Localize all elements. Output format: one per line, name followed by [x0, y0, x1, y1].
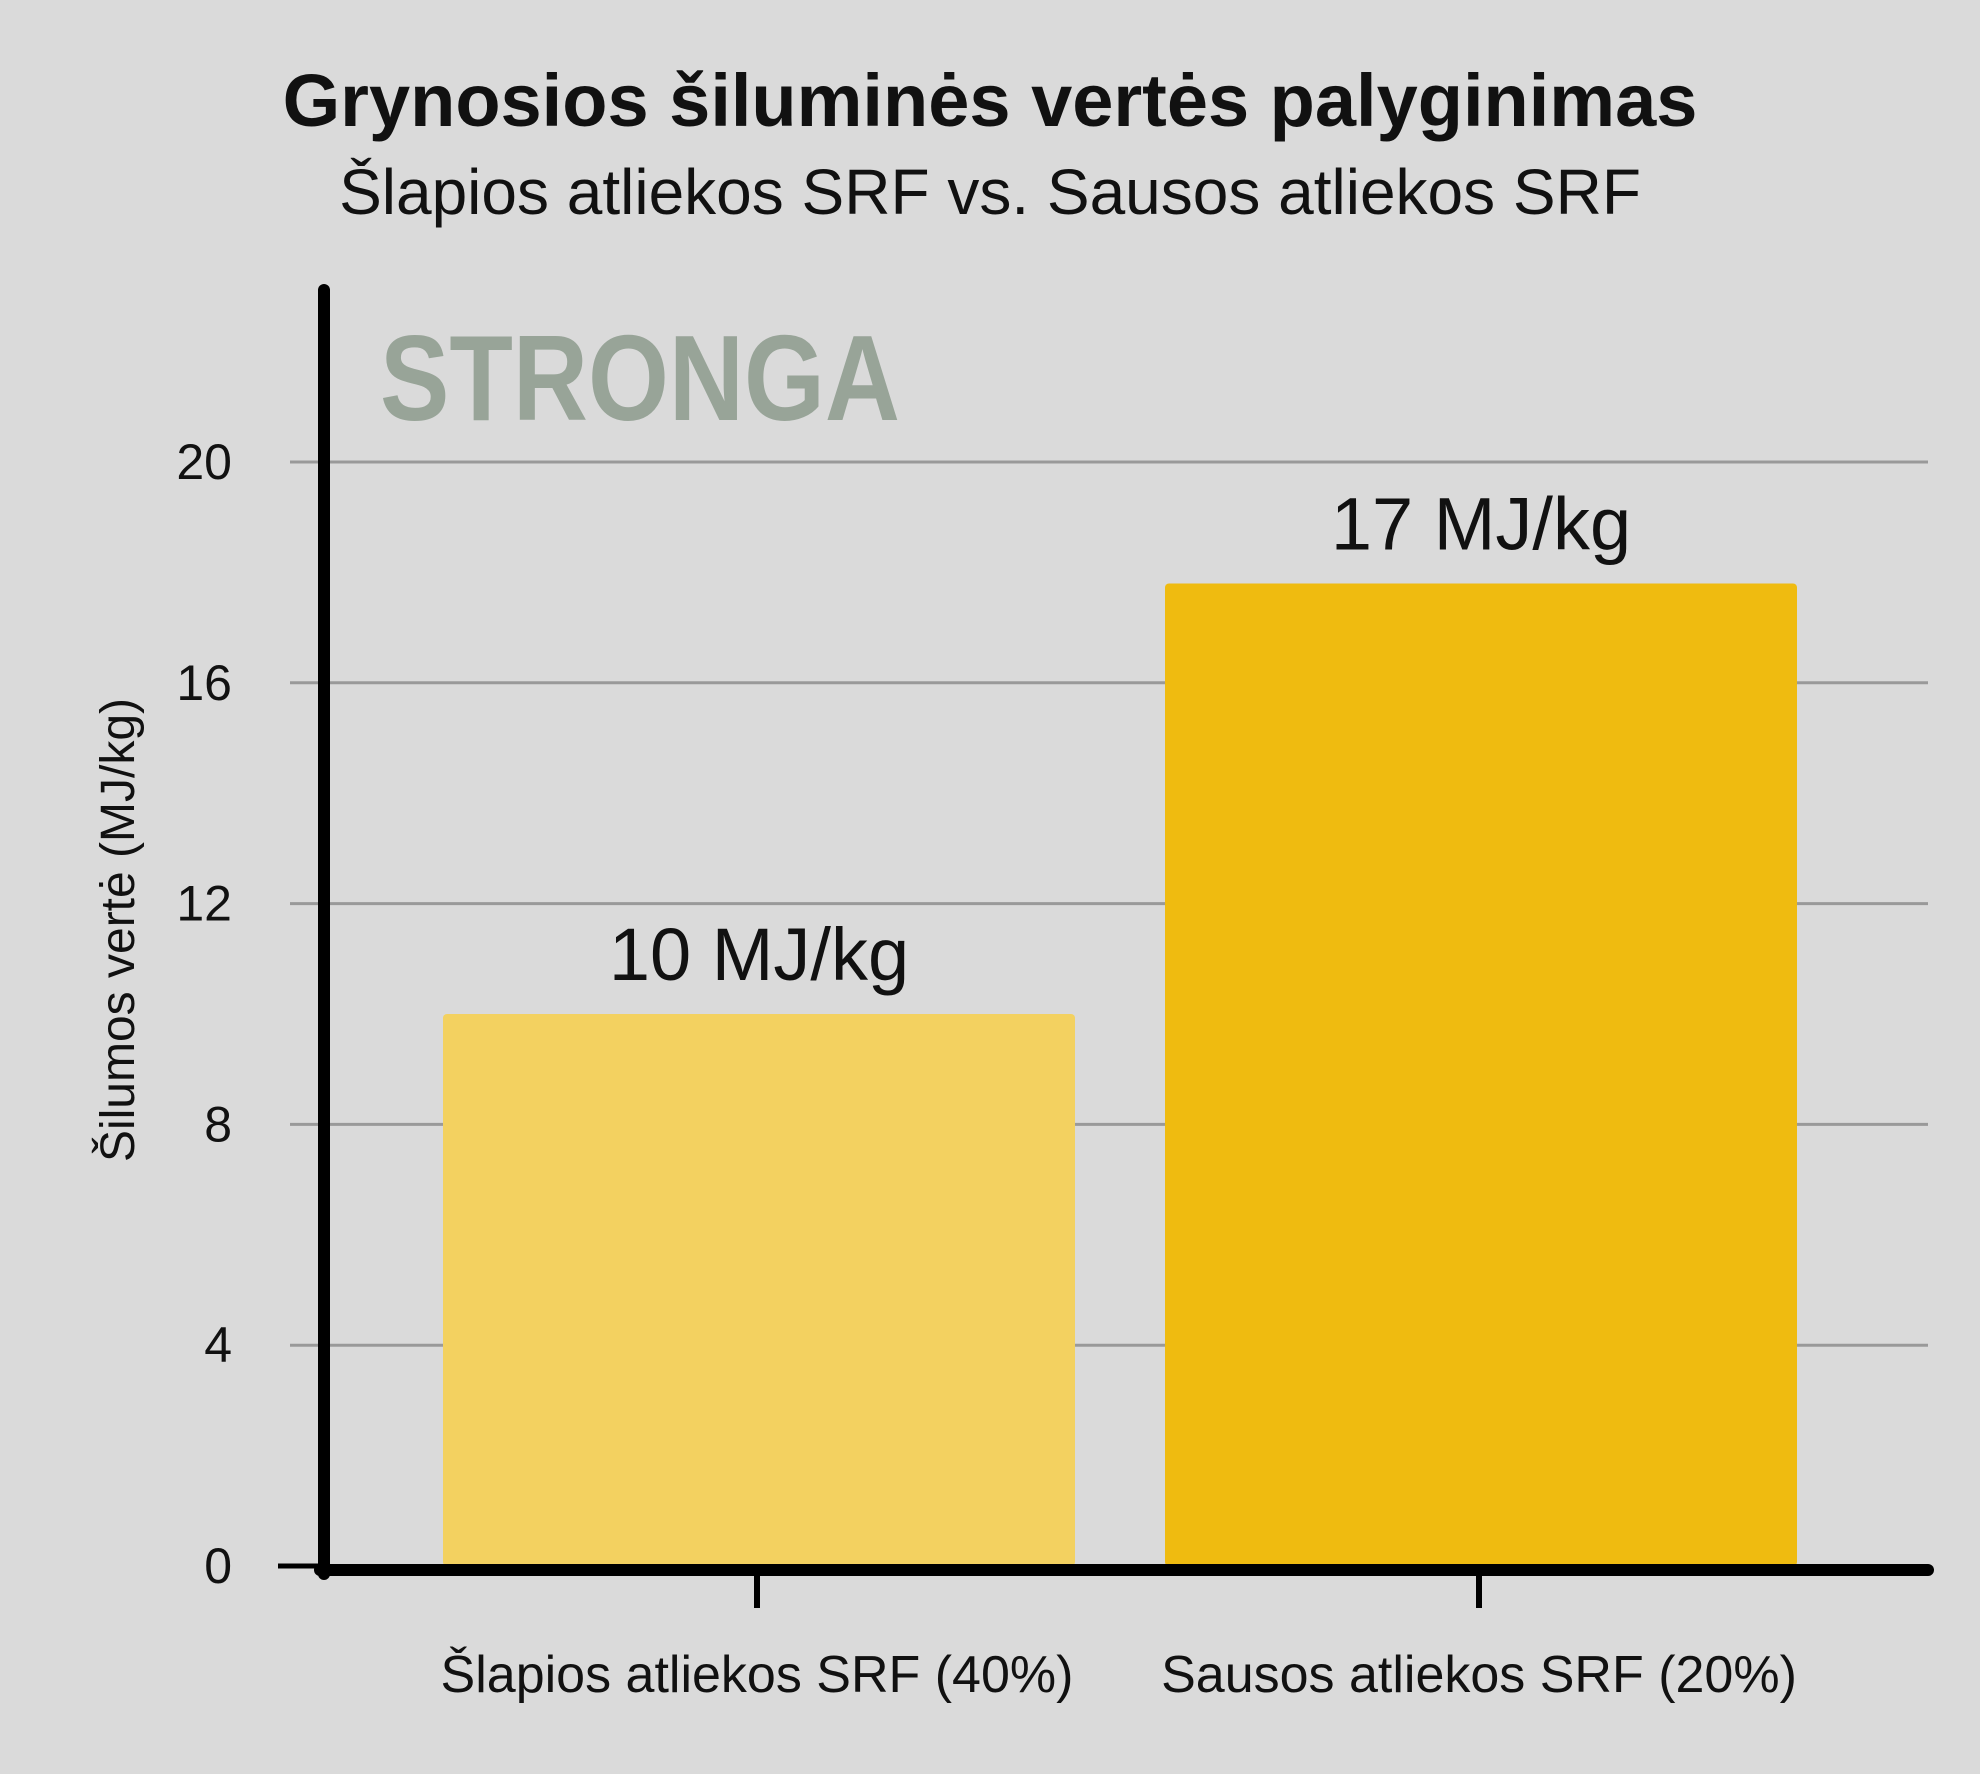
y-axis-ticks: 0 4 8 12 16 20 — [176, 434, 232, 1594]
bar-value-label: 17 MJ/kg — [1331, 482, 1631, 565]
y-tick-label: 0 — [204, 1538, 232, 1594]
bar — [443, 1014, 1075, 1566]
chart-subtitle: Šlapios atliekos SRF vs. Sausos atliekos… — [339, 156, 1641, 228]
y-tick-label: 4 — [204, 1317, 232, 1373]
x-tick-label: Sausos atliekos SRF (20%) — [1161, 1646, 1797, 1704]
y-axis-label: Šilumos vertė (MJ/kg) — [91, 698, 145, 1162]
bar-value-label: 10 MJ/kg — [609, 913, 909, 996]
x-axis-ticks: Šlapios atliekos SRF (40%) Sausos atlieko… — [441, 1572, 1797, 1704]
y-tick-label: 12 — [176, 876, 232, 932]
bar — [1165, 583, 1797, 1566]
axes — [314, 284, 1934, 1580]
y-tick-label: 20 — [176, 434, 232, 490]
y-tick-label: 16 — [176, 655, 232, 711]
watermark-logo: STRONGA — [380, 310, 900, 446]
bars: 10 MJ/kg 17 MJ/kg — [443, 482, 1797, 1566]
x-tick-label: Šlapios atliekos SRF (40%) — [441, 1646, 1074, 1704]
chart-title: Grynosios šiluminės vertės palyginimas — [283, 59, 1698, 142]
y-tick-label: 8 — [204, 1096, 232, 1152]
